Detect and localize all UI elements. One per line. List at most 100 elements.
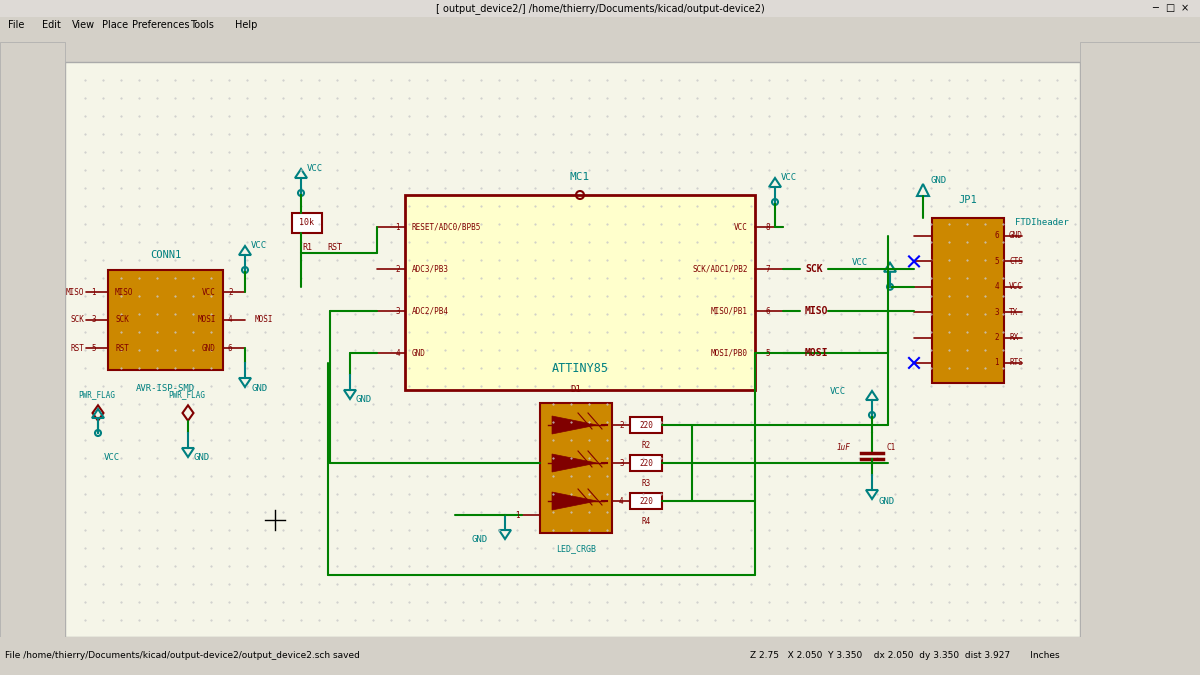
Text: Help: Help [235, 20, 257, 30]
Text: MOSI/PB0: MOSI/PB0 [710, 348, 748, 358]
Text: SCK: SCK [115, 315, 128, 325]
Text: LED_CRGB: LED_CRGB [556, 545, 596, 554]
Text: 6: 6 [766, 306, 769, 315]
Text: RST: RST [326, 242, 342, 252]
Text: VCC: VCC [104, 452, 120, 462]
Text: [ output_device2/] /home/thierry/Documents/kicad/output-device2): [ output_device2/] /home/thierry/Documen… [436, 3, 764, 14]
Text: File: File [8, 20, 24, 30]
Bar [292, 213, 322, 233]
Text: VCC: VCC [830, 387, 846, 396]
Text: R2: R2 [641, 441, 650, 450]
Text: 10k: 10k [300, 217, 314, 227]
Polygon shape [552, 492, 598, 510]
Text: ×: × [1181, 3, 1189, 14]
Bar [0, 17, 1200, 33]
Text: GND: GND [930, 176, 946, 186]
Text: MISO: MISO [805, 306, 828, 316]
Text: SCK/ADC1/PB2: SCK/ADC1/PB2 [692, 265, 748, 273]
Text: GND: GND [412, 348, 426, 358]
Text: 4: 4 [995, 282, 998, 292]
Bar [108, 270, 223, 370]
Bar [0, 42, 65, 637]
Text: 7: 7 [766, 265, 769, 273]
Text: 2: 2 [619, 421, 624, 429]
Text: RTS: RTS [1009, 358, 1022, 367]
Text: 5: 5 [91, 344, 96, 352]
Text: 6: 6 [228, 344, 233, 352]
Text: GND: GND [194, 452, 210, 462]
Text: Tools: Tools [190, 20, 214, 30]
Text: Edit: Edit [42, 20, 61, 30]
Text: GND: GND [251, 383, 268, 392]
Bar [0, 0, 1200, 17]
Text: JP1: JP1 [959, 195, 977, 205]
Text: 4: 4 [395, 348, 400, 358]
Text: View: View [72, 20, 95, 30]
Bar [630, 493, 662, 509]
Text: D1: D1 [571, 385, 581, 394]
Text: CONN1: CONN1 [150, 250, 181, 260]
Text: MOSI: MOSI [805, 348, 828, 358]
Text: 3: 3 [995, 308, 998, 317]
Text: VCC: VCC [734, 223, 748, 232]
Text: VCC: VCC [852, 259, 868, 267]
Text: VCC: VCC [251, 242, 268, 250]
Text: 3: 3 [91, 315, 96, 325]
Text: PWR_FLAG: PWR_FLAG [78, 391, 115, 400]
Text: SCK: SCK [70, 315, 84, 325]
Text: AVR-ISP-SMD: AVR-ISP-SMD [136, 383, 196, 392]
Text: ADC2/PB4: ADC2/PB4 [412, 306, 449, 315]
Text: CTS: CTS [1009, 257, 1022, 266]
Polygon shape [552, 454, 598, 472]
Text: 4: 4 [228, 315, 233, 325]
Polygon shape [552, 416, 598, 434]
Text: VCC: VCC [781, 173, 797, 182]
Text: RX: RX [1009, 333, 1019, 342]
Bar [932, 218, 1004, 383]
Text: 3: 3 [395, 306, 400, 315]
Text: RST: RST [115, 344, 128, 352]
Text: MOSI: MOSI [254, 315, 274, 325]
Text: GND: GND [878, 497, 894, 506]
Text: 4: 4 [619, 497, 624, 506]
Bar [630, 417, 662, 433]
Text: Preferences: Preferences [132, 20, 190, 30]
Text: 1: 1 [995, 358, 998, 367]
Text: Place: Place [102, 20, 128, 30]
Text: ADC3/PB3: ADC3/PB3 [412, 265, 449, 273]
Text: 1uF: 1uF [836, 443, 850, 452]
Text: File /home/thierry/Documents/kicad/output-device2/output_device2.sch saved: File /home/thierry/Documents/kicad/outpu… [5, 651, 360, 661]
Text: 3: 3 [619, 458, 624, 468]
Text: 220: 220 [640, 497, 653, 506]
Text: □: □ [1165, 3, 1175, 14]
Text: 2: 2 [395, 265, 400, 273]
Text: GND: GND [356, 394, 372, 404]
Text: 2: 2 [995, 333, 998, 342]
Bar [65, 62, 1080, 637]
Text: MISO/PB1: MISO/PB1 [710, 306, 748, 315]
Text: MISO: MISO [66, 288, 84, 296]
Bar [630, 455, 662, 471]
Bar [1080, 42, 1200, 637]
Text: 2: 2 [228, 288, 233, 296]
Text: GND: GND [202, 344, 216, 352]
Text: Z 2.75   X 2.050  Y 3.350    dx 2.050  dy 3.350  dist 3.927       Inches: Z 2.75 X 2.050 Y 3.350 dx 2.050 dy 3.350… [750, 651, 1060, 661]
Text: R1: R1 [302, 242, 312, 252]
Text: 220: 220 [640, 458, 653, 468]
Text: VCC: VCC [307, 163, 323, 173]
Text: MC1: MC1 [570, 172, 590, 182]
Text: ─: ─ [1152, 3, 1158, 14]
Text: 6: 6 [995, 232, 998, 240]
Text: R3: R3 [641, 479, 650, 489]
Text: 1: 1 [91, 288, 96, 296]
Text: 1: 1 [515, 510, 520, 520]
Text: VCC: VCC [202, 288, 216, 296]
Text: FTDIheader: FTDIheader [1015, 219, 1069, 227]
Text: 8: 8 [766, 223, 769, 232]
Text: 220: 220 [640, 421, 653, 429]
Bar [65, 33, 1080, 57]
Text: MISO: MISO [115, 288, 133, 296]
Text: GND: GND [1009, 232, 1022, 240]
Bar [540, 403, 612, 533]
Text: 1: 1 [395, 223, 400, 232]
